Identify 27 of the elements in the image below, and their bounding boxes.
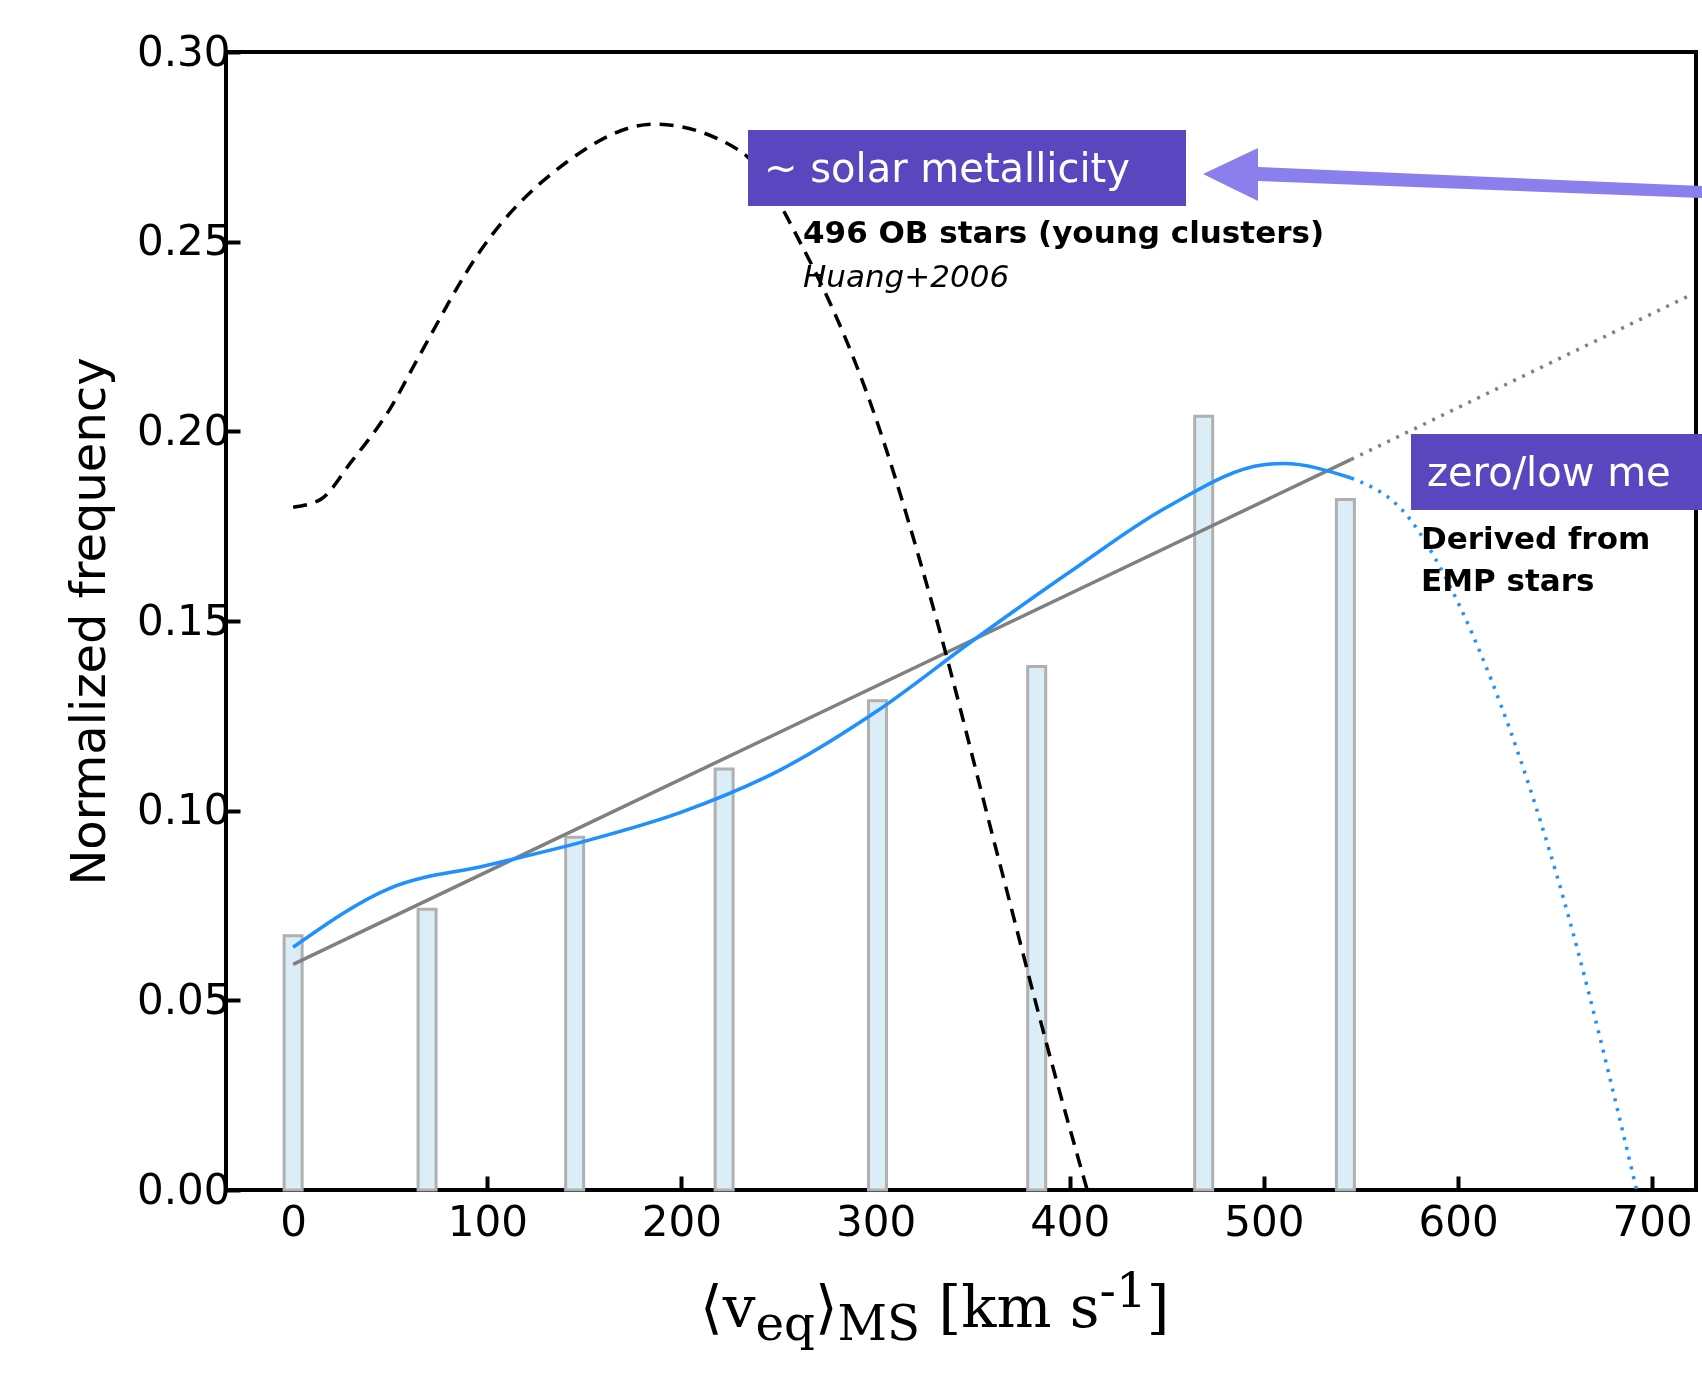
- x-tick-label: 400: [1030, 1196, 1111, 1246]
- bar: [564, 835, 586, 1192]
- annotation: ~ solar metallicity: [748, 130, 1186, 206]
- annotation: Derived from EMP stars: [1421, 519, 1652, 600]
- x-tick-label: 100: [447, 1196, 528, 1246]
- y-tick-label: 0.15: [136, 595, 231, 645]
- bar: [416, 907, 438, 1192]
- x-tick-label: 600: [1418, 1196, 1499, 1246]
- x-tick-label: 700: [1612, 1196, 1693, 1246]
- bar: [1193, 414, 1215, 1192]
- y-axis-title: Normalized frequency: [59, 357, 116, 886]
- x-axis-title: ⟨v$_{eq}$⟩$_{MS}$ [km s$^{-1}$]: [700, 1262, 1170, 1351]
- bar: [713, 767, 735, 1192]
- annotation: zero/low me: [1411, 434, 1702, 510]
- bar: [282, 934, 304, 1192]
- x-tick-label: 200: [641, 1196, 723, 1246]
- x-tick-label: 0: [280, 1196, 307, 1246]
- x-tick-label: 300: [835, 1196, 917, 1246]
- bar: [1334, 498, 1356, 1192]
- annotation: Huang+2006: [803, 258, 1010, 294]
- x-tick-label: 500: [1224, 1196, 1305, 1246]
- y-tick-label: 0.30: [136, 26, 231, 76]
- annotation: 496 OB stars (young clusters): [803, 214, 1325, 250]
- y-tick-label: 0.05: [136, 974, 231, 1024]
- y-tick-label: 0.25: [136, 216, 231, 266]
- bar: [1026, 665, 1048, 1192]
- bar: [867, 699, 889, 1192]
